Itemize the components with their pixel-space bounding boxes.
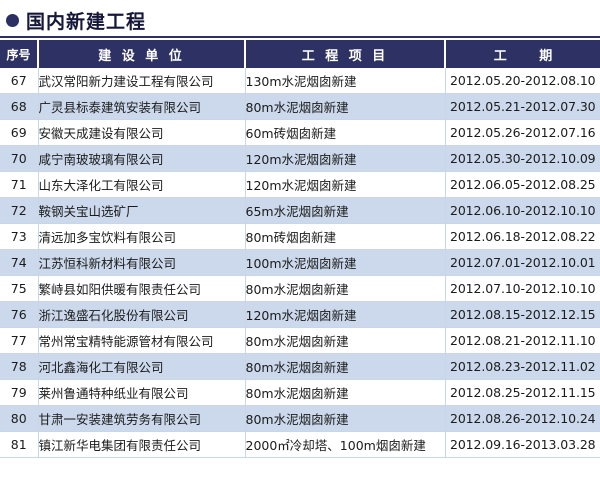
cell-index: 76 — [0, 301, 39, 328]
table-row: 70 咸宁南玻玻璃有限公司 120m水泥烟囱新建 2012.05.30-2012.10… — [0, 145, 600, 172]
cell-index: 71 — [0, 171, 39, 198]
cell-period: 2012.08.15-2012.12.15 — [445, 301, 600, 328]
projects-table: 序号 建 设 单 位 工 程 项 目 工 期 67 武汉常阳新力建设工程有限公司 1… — [0, 40, 600, 458]
cell-index: 72 — [0, 197, 39, 224]
cell-unit: 广灵县标泰建筑安装有限公司 — [38, 93, 246, 120]
cell-unit: 莱州鲁通特种纸业有限公司 — [38, 379, 246, 406]
cell-index: 69 — [0, 119, 39, 146]
column-header-project: 工 程 项 目 — [245, 40, 446, 68]
column-header-period: 工 期 — [445, 40, 600, 68]
table-row: 81 镇江新华电集团有限责任公司 2000㎡冷却塔、100m烟囱新建 2012.09.… — [0, 431, 600, 458]
cell-project: 100m水泥烟囱新建 — [245, 249, 446, 276]
table-body: 67 武汉常阳新力建设工程有限公司 130m水泥烟囱新建 2012.05.20-201… — [0, 68, 600, 458]
cell-unit: 镇江新华电集团有限责任公司 — [38, 431, 246, 458]
table-row: 73 清远加多宝饮料有限公司 80m砖烟囱新建 2012.06.18-2012.08.… — [0, 223, 600, 250]
table-row: 79 莱州鲁通特种纸业有限公司 80m水泥烟囱新建 2012.08.25-2012.1… — [0, 379, 600, 406]
cell-period: 2012.08.23-2012.11.02 — [445, 353, 600, 380]
cell-period: 2012.06.18-2012.08.22 — [445, 223, 600, 250]
table-row: 80 甘肃一安装建筑劳务有限公司 80m水泥烟囱新建 2012.08.26-2012.… — [0, 405, 600, 432]
cell-period: 2012.07.10-2012.10.10 — [445, 275, 600, 302]
cell-index: 78 — [0, 353, 39, 380]
cell-period: 2012.05.20-2012.08.10 — [445, 68, 600, 94]
cell-period: 2012.05.21-2012.07.30 — [445, 93, 600, 120]
cell-period: 2012.05.26-2012.07.16 — [445, 119, 600, 146]
table-row: 68 广灵县标泰建筑安装有限公司 80m水泥烟囱新建 2012.05.21-2012.… — [0, 93, 600, 120]
cell-project: 120m水泥烟囱新建 — [245, 145, 446, 172]
cell-unit: 武汉常阳新力建设工程有限公司 — [38, 68, 246, 94]
page-title-bar: 国内新建工程 — [0, 0, 600, 40]
cell-project: 80m水泥烟囱新建 — [245, 405, 446, 432]
cell-index: 67 — [0, 68, 39, 94]
cell-unit: 浙江逸盛石化股份有限公司 — [38, 301, 246, 328]
cell-period: 2012.08.25-2012.11.15 — [445, 379, 600, 406]
cell-project: 130m水泥烟囱新建 — [245, 68, 446, 94]
table-header-row: 序号 建 设 单 位 工 程 项 目 工 期 — [0, 40, 600, 68]
cell-unit: 清远加多宝饮料有限公司 — [38, 223, 246, 250]
table-row: 75 繁峙县如阳供暖有限责任公司 80m水泥烟囱新建 2012.07.10-2012.… — [0, 275, 600, 302]
table-row: 76 浙江逸盛石化股份有限公司 120m水泥烟囱新建 2012.08.15-2012.… — [0, 301, 600, 328]
cell-period: 2012.08.26-2012.10.24 — [445, 405, 600, 432]
cell-index: 73 — [0, 223, 39, 250]
cell-unit: 繁峙县如阳供暖有限责任公司 — [38, 275, 246, 302]
cell-period: 2012.07.01-2012.10.01 — [445, 249, 600, 276]
cell-unit: 山东大泽化工有限公司 — [38, 171, 246, 198]
table-row: 72 鞍钢关宝山选矿厂 65m水泥烟囱新建 2012.06.10-2012.10.10 — [0, 197, 600, 224]
page-title: 国内新建工程 — [26, 10, 147, 33]
cell-index: 81 — [0, 431, 39, 458]
cell-project: 2000㎡冷却塔、100m烟囱新建 — [245, 431, 446, 458]
cell-period: 2012.06.10-2012.10.10 — [445, 197, 600, 224]
cell-period: 2012.09.16-2013.03.28 — [445, 431, 600, 458]
cell-project: 80m水泥烟囱新建 — [245, 379, 446, 406]
cell-period: 2012.05.30-2012.10.09 — [445, 145, 600, 172]
table-row: 69 安徽天成建设有限公司 60m砖烟囱新建 2012.05.26-2012.07.1… — [0, 119, 600, 146]
table-row: 77 常州常宝精特能源管材有限公司 80m水泥烟囱新建 2012.08.21-2012… — [0, 327, 600, 354]
cell-project: 65m水泥烟囱新建 — [245, 197, 446, 224]
title-divider — [0, 36, 600, 38]
cell-index: 79 — [0, 379, 39, 406]
cell-project: 80m水泥烟囱新建 — [245, 93, 446, 120]
cell-project: 60m砖烟囱新建 — [245, 119, 446, 146]
column-header-unit: 建 设 单 位 — [38, 40, 246, 68]
cell-unit: 咸宁南玻玻璃有限公司 — [38, 145, 246, 172]
cell-unit: 江苏恒科新材料有限公司 — [38, 249, 246, 276]
cell-unit: 鞍钢关宝山选矿厂 — [38, 197, 246, 224]
cell-index: 70 — [0, 145, 39, 172]
table-row: 78 河北鑫海化工有限公司 80m水泥烟囱新建 2012.08.23-2012.11.… — [0, 353, 600, 380]
cell-index: 74 — [0, 249, 39, 276]
column-header-index: 序号 — [0, 40, 39, 68]
cell-project: 80m水泥烟囱新建 — [245, 353, 446, 380]
cell-project: 80m水泥烟囱新建 — [245, 327, 446, 354]
cell-unit: 常州常宝精特能源管材有限公司 — [38, 327, 246, 354]
cell-period: 2012.08.21-2012.11.10 — [445, 327, 600, 354]
cell-project: 80m水泥烟囱新建 — [245, 275, 446, 302]
cell-index: 80 — [0, 405, 39, 432]
table-row: 67 武汉常阳新力建设工程有限公司 130m水泥烟囱新建 2012.05.20-201… — [0, 68, 600, 94]
table-row: 71 山东大泽化工有限公司 120m水泥烟囱新建 2012.06.05-2012.08… — [0, 171, 600, 198]
cell-project: 80m砖烟囱新建 — [245, 223, 446, 250]
cell-unit: 安徽天成建设有限公司 — [38, 119, 246, 146]
cell-project: 120m水泥烟囱新建 — [245, 301, 446, 328]
cell-project: 120m水泥烟囱新建 — [245, 171, 446, 198]
cell-index: 68 — [0, 93, 39, 120]
cell-period: 2012.06.05-2012.08.25 — [445, 171, 600, 198]
table-row: 74 江苏恒科新材料有限公司 100m水泥烟囱新建 2012.07.01-2012.1… — [0, 249, 600, 276]
cell-unit: 河北鑫海化工有限公司 — [38, 353, 246, 380]
cell-index: 77 — [0, 327, 39, 354]
cell-index: 75 — [0, 275, 39, 302]
table-header: 序号 建 设 单 位 工 程 项 目 工 期 — [0, 40, 600, 68]
cell-unit: 甘肃一安装建筑劳务有限公司 — [38, 405, 246, 432]
bullet-dot-icon — [6, 13, 19, 27]
